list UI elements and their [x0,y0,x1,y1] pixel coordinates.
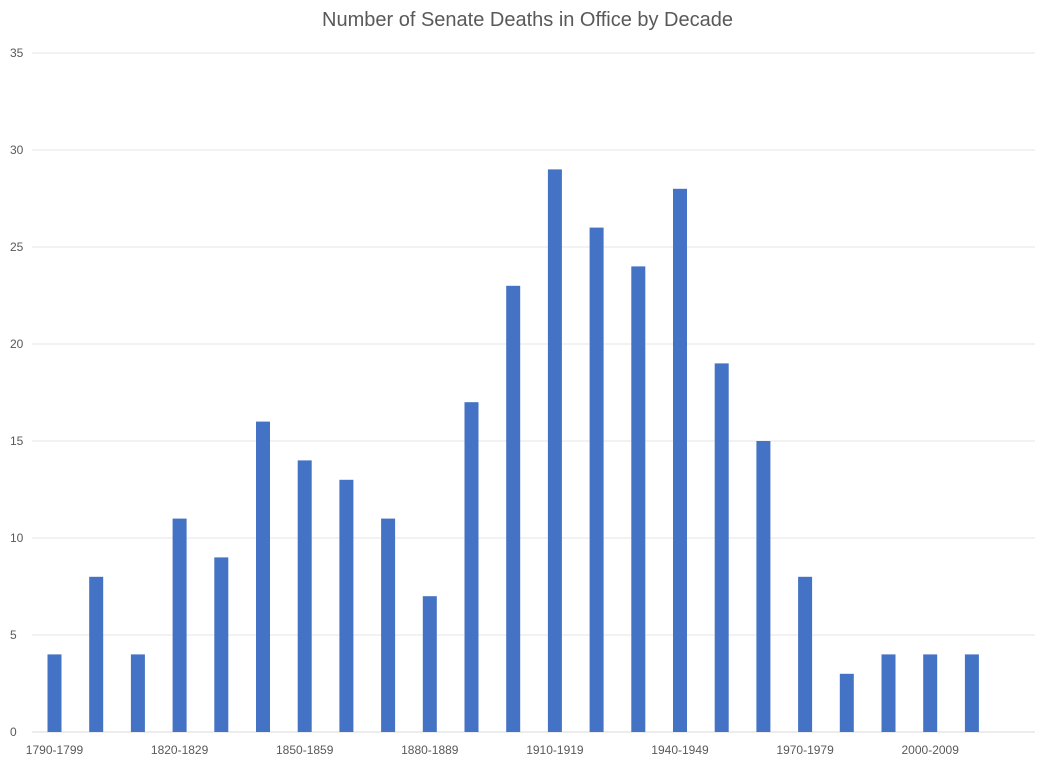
x-axis: 1790-1799 1820-1829 1850-1859 1880-1889 1910… [26,743,959,757]
x-tick-label: 1790-1799 [26,743,84,757]
x-tick-label: 1820-1829 [151,743,209,757]
bar [130,654,145,732]
bar [381,518,396,732]
bar [464,402,479,732]
bar [714,363,729,732]
x-tick-label: 1910-1919 [526,743,584,757]
bar [589,227,604,732]
bar [756,441,771,732]
bar [172,518,187,732]
y-tick-label: 10 [10,531,24,545]
y-tick-label: 35 [10,46,24,60]
bar [47,654,62,732]
bar [964,654,979,732]
y-tick-label: 25 [10,240,24,254]
y-tick-label: 5 [10,628,17,642]
bar [339,479,354,732]
x-tick-label: 1970-1979 [776,743,834,757]
gridlines [32,52,1035,733]
y-tick-label: 20 [10,337,24,351]
x-tick-label: 1850-1859 [276,743,334,757]
bar [881,654,896,732]
y-tick-label: 15 [10,434,24,448]
bar [506,285,521,732]
chart-title: Number of Senate Deaths in Office by Dec… [322,9,733,31]
bar [923,654,938,732]
bars [47,169,979,733]
bar [798,576,813,732]
bar [89,576,104,732]
y-tick-label: 0 [10,725,17,739]
bar [256,421,270,732]
y-axis: 0 5 10 15 20 25 30 35 [10,46,24,739]
bar [297,460,312,732]
bar [214,557,229,732]
bar [839,673,854,732]
y-tick-label: 30 [10,143,24,157]
x-tick-label: 1880-1889 [401,743,459,757]
x-tick-label: 1940-1949 [651,743,709,757]
x-tick-label: 2000-2009 [902,743,960,757]
bar [631,266,646,732]
bar [547,169,562,732]
bar [422,596,437,732]
bar [673,188,687,733]
